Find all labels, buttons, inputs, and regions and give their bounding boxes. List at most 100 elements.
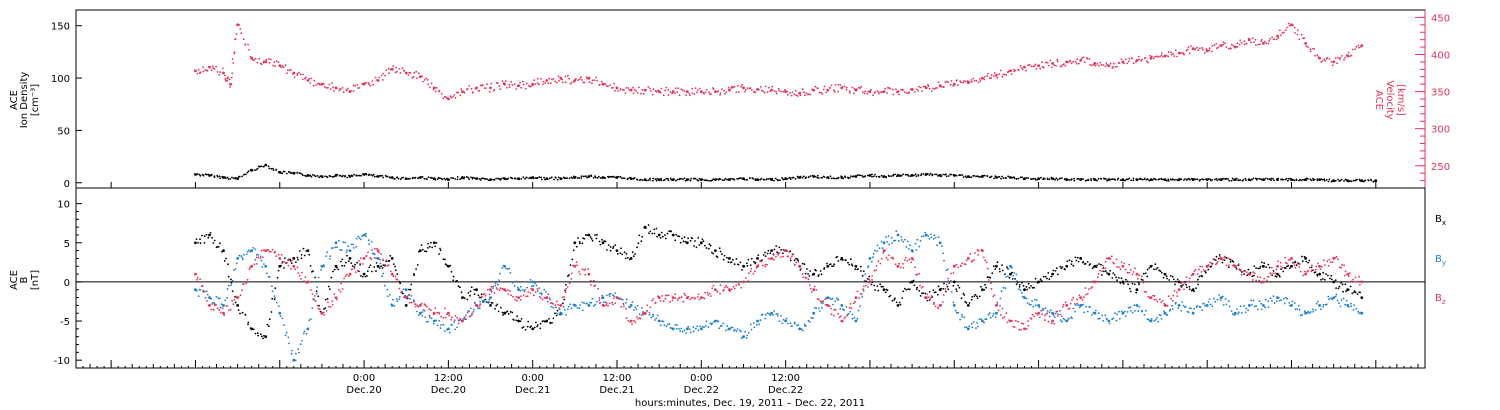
bx-sample xyxy=(203,242,206,244)
by-sample xyxy=(360,238,362,241)
by-sample xyxy=(900,236,903,238)
bz-sample xyxy=(738,283,741,286)
bz-sample xyxy=(822,300,825,302)
bx-sample xyxy=(234,301,237,304)
bz-point xyxy=(812,288,816,292)
bx-sample xyxy=(946,285,949,288)
velocity-sample xyxy=(1010,73,1013,75)
bz-sample xyxy=(1128,263,1131,266)
by-sample xyxy=(1350,305,1353,308)
bz-sample xyxy=(850,307,853,310)
velocity-sample xyxy=(822,88,825,91)
by-sample xyxy=(230,284,232,287)
velocity-sample xyxy=(735,91,738,93)
velocity-sample xyxy=(905,92,908,94)
bz-sample xyxy=(625,307,627,310)
by-sample xyxy=(994,316,997,318)
bz-point xyxy=(1023,327,1026,331)
bx-sample xyxy=(452,279,455,282)
density-sample xyxy=(463,176,466,179)
velocity-sample xyxy=(1126,62,1129,65)
bz-sample xyxy=(1194,268,1197,271)
density-sample xyxy=(821,176,823,179)
velocity-sample xyxy=(358,87,361,89)
velocity-sample xyxy=(450,96,453,99)
density-sample xyxy=(752,177,755,180)
by-point xyxy=(1037,304,1040,307)
density-sample xyxy=(1138,178,1140,181)
density-sample xyxy=(1073,177,1075,180)
bz-sample xyxy=(438,313,441,315)
by-sample xyxy=(699,325,702,328)
bz-sample xyxy=(314,300,317,303)
by-sample xyxy=(231,279,234,282)
bx-sample xyxy=(1243,273,1246,275)
by-sample xyxy=(516,286,519,289)
by-sample xyxy=(1231,313,1234,316)
density-sample xyxy=(202,174,205,177)
by-sample xyxy=(1244,311,1247,314)
by-sample xyxy=(1082,303,1084,306)
bx-sample xyxy=(1257,267,1260,270)
velocity-sample xyxy=(717,90,719,93)
by-sample xyxy=(780,315,783,317)
density-sample xyxy=(649,179,651,181)
by-sample xyxy=(245,253,248,256)
velocity-sample xyxy=(513,83,516,85)
velocity-sample xyxy=(1186,48,1189,51)
bz-sample xyxy=(356,269,359,272)
by-sample xyxy=(257,253,260,256)
bx-sample xyxy=(1335,287,1337,289)
by-point xyxy=(854,319,858,323)
bx-sample xyxy=(1122,282,1125,285)
bx-sample xyxy=(536,325,538,328)
density-sample xyxy=(283,170,286,173)
velocity-sample xyxy=(542,83,544,86)
density-sample xyxy=(1124,179,1127,182)
density-sample xyxy=(213,175,216,178)
bx-sample xyxy=(381,267,384,269)
by-sample xyxy=(217,297,220,299)
by-sample xyxy=(867,265,870,267)
bz-sample xyxy=(848,306,851,309)
bz-sample xyxy=(732,285,735,288)
density-sample xyxy=(216,175,219,178)
by-sample xyxy=(1086,310,1089,313)
bz-sample xyxy=(856,290,859,293)
bz-sample xyxy=(843,317,846,320)
bz-sample xyxy=(1286,262,1288,265)
bx-sample xyxy=(968,302,971,304)
by-sample xyxy=(642,311,644,313)
bx-sample xyxy=(1034,277,1037,280)
bz-sample xyxy=(712,284,715,287)
velocity-sample xyxy=(613,82,615,85)
bx-sample xyxy=(263,334,265,337)
bz-point xyxy=(517,296,520,299)
by-sample xyxy=(1025,297,1028,300)
velocity-sample xyxy=(704,91,707,94)
by-sample xyxy=(1129,306,1132,309)
by-sample xyxy=(1301,314,1304,316)
density-sample xyxy=(1187,177,1190,180)
velocity-sample xyxy=(1250,41,1252,44)
bx-sample xyxy=(336,266,338,269)
bx-sample xyxy=(836,255,839,258)
density-sample xyxy=(1312,177,1314,180)
bx-point xyxy=(1290,264,1293,268)
velocity-sample xyxy=(382,72,385,75)
velocity-sample xyxy=(438,89,441,92)
velocity-sample xyxy=(1045,61,1047,64)
density-sample xyxy=(1364,179,1367,182)
bx-sample xyxy=(1214,259,1217,261)
by-sample xyxy=(375,257,377,259)
bz-point xyxy=(910,257,914,260)
bx-sample xyxy=(257,334,259,337)
density-sample xyxy=(1046,178,1049,181)
bz-point xyxy=(868,280,872,284)
bx-sample xyxy=(309,265,312,267)
density-sample xyxy=(560,177,563,180)
bz-sample xyxy=(1181,281,1184,284)
velocity-sample xyxy=(632,86,634,89)
velocity-sample xyxy=(1187,46,1190,48)
by-sample xyxy=(347,245,349,248)
